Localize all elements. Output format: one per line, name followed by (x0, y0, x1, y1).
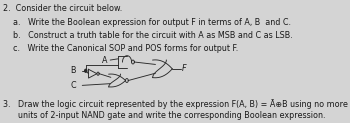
Text: C: C (70, 81, 76, 90)
Text: A: A (102, 56, 107, 65)
Text: B: B (70, 66, 76, 75)
Text: 2.  Consider the circuit below.: 2. Consider the circuit below. (3, 4, 122, 13)
Text: b.   Construct a truth table for the circuit with A as MSB and C as LSB.: b. Construct a truth table for the circu… (3, 31, 293, 40)
Text: F: F (182, 64, 187, 73)
Text: units of 2-input NAND gate and write the corresponding Boolean expression.: units of 2-input NAND gate and write the… (3, 111, 326, 120)
Text: 3.   Draw the logic circuit represented by the expression F(A, B) = Ā⊕B using no: 3. Draw the logic circuit represented by… (3, 100, 350, 109)
Text: a.   Write the Boolean expression for output F in terms of A, B  and C.: a. Write the Boolean expression for outp… (3, 18, 291, 27)
Polygon shape (85, 69, 87, 72)
Text: c.   Write the Canonical SOP and POS forms for output F.: c. Write the Canonical SOP and POS forms… (3, 44, 238, 53)
